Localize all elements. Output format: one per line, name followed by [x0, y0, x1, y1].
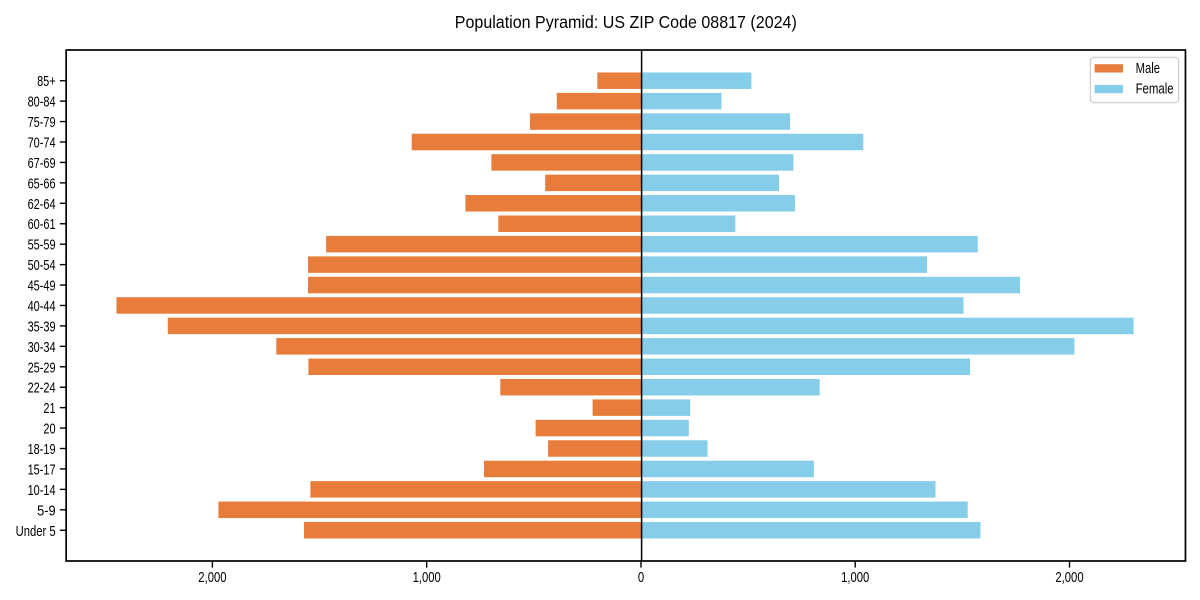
svg-text:15-17: 15-17: [28, 461, 56, 478]
svg-text:Population Pyramid: US ZIP Cod: Population Pyramid: US ZIP Code 08817 (2…: [455, 12, 797, 32]
svg-text:2,000: 2,000: [1055, 569, 1083, 586]
svg-text:2,000: 2,000: [198, 569, 226, 586]
svg-text:67-69: 67-69: [28, 155, 56, 172]
svg-text:80-84: 80-84: [28, 94, 56, 111]
svg-text:Under 5: Under 5: [16, 523, 56, 540]
svg-text:30-34: 30-34: [28, 339, 56, 356]
svg-text:65-66: 65-66: [28, 175, 56, 192]
svg-text:35-39: 35-39: [28, 318, 56, 335]
svg-text:18-19: 18-19: [28, 441, 56, 458]
svg-text:22-24: 22-24: [28, 380, 56, 397]
svg-text:25-29: 25-29: [28, 359, 56, 376]
svg-text:60-61: 60-61: [28, 216, 56, 233]
svg-text:55-59: 55-59: [28, 237, 56, 254]
svg-text:70-74: 70-74: [28, 135, 56, 152]
svg-text:50-54: 50-54: [28, 257, 56, 274]
svg-text:10-14: 10-14: [28, 482, 56, 499]
svg-text:45-49: 45-49: [28, 278, 56, 295]
svg-text:21: 21: [43, 400, 55, 417]
svg-text:Female: Female: [1136, 81, 1174, 98]
svg-text:62-64: 62-64: [28, 196, 56, 213]
svg-text:1,000: 1,000: [413, 569, 441, 586]
svg-text:75-79: 75-79: [28, 114, 56, 131]
svg-text:85+: 85+: [37, 73, 56, 90]
svg-text:20: 20: [43, 421, 55, 438]
svg-text:0: 0: [638, 569, 644, 586]
svg-text:5-9: 5-9: [37, 502, 56, 519]
svg-text:40-44: 40-44: [28, 298, 56, 315]
svg-text:1,000: 1,000: [841, 569, 869, 586]
svg-text:Male: Male: [1136, 60, 1160, 77]
